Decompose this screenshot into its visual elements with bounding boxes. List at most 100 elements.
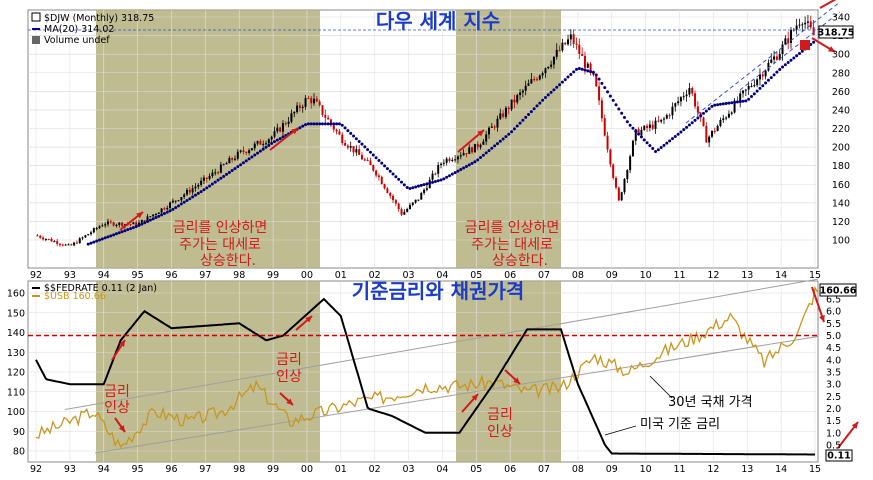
ma-dot <box>761 84 765 88</box>
candle-body <box>324 114 327 118</box>
ma-dot <box>713 103 717 107</box>
candle-body <box>281 123 284 132</box>
candle-body <box>392 195 395 201</box>
x-tick-label: 00 <box>301 270 313 281</box>
candle-body <box>408 204 411 209</box>
candle-body <box>262 143 265 145</box>
y-left-tick-label: 150 <box>7 308 25 319</box>
x-tick-label: 09 <box>606 464 618 475</box>
y-left-tick-label: 120 <box>7 368 25 379</box>
ma-dot <box>419 183 423 187</box>
arrow-upper-3-head <box>477 130 484 137</box>
ma-dot <box>749 95 753 99</box>
candle-body <box>598 86 601 101</box>
candle-body <box>600 100 603 119</box>
ma-dot <box>185 198 189 202</box>
ma-dot <box>278 137 282 141</box>
ma-dot <box>272 140 276 144</box>
upper-last-value: 318.75 <box>818 25 854 39</box>
candle-body <box>231 158 234 160</box>
ma-dot <box>766 78 770 82</box>
ma-dot <box>473 160 477 164</box>
ma-dot <box>614 103 618 107</box>
candle-body <box>248 150 251 153</box>
ma-dot <box>368 150 372 154</box>
ma-dot <box>179 202 183 206</box>
ma-dot <box>690 121 694 125</box>
candle-body <box>623 179 626 193</box>
ma-dot <box>357 139 361 143</box>
x-tick-label: 97 <box>199 270 211 281</box>
candle-body <box>403 211 406 215</box>
ma-dot <box>510 130 514 134</box>
candle-body <box>567 39 570 45</box>
candle-body <box>459 155 462 157</box>
candle-body <box>504 107 507 117</box>
x-tick-label: 15 <box>809 464 821 475</box>
candle-body <box>535 79 538 81</box>
ma-dot <box>600 81 604 85</box>
ma-dot <box>422 183 426 187</box>
ma-dot <box>682 128 686 132</box>
ma-dot <box>425 182 429 186</box>
candle-body <box>589 63 592 72</box>
ma-dot <box>558 83 562 87</box>
candle-body <box>81 237 84 239</box>
candle-body <box>290 113 293 122</box>
ma-dot <box>586 69 590 73</box>
x-tick-label: 99 <box>267 464 279 475</box>
rate-hike-1-line-1: 금리 <box>104 384 130 400</box>
ma-dot <box>267 143 271 147</box>
y-right-tick-label: 6.5 <box>826 295 841 306</box>
candle-body <box>784 38 787 45</box>
candle-body <box>366 159 369 161</box>
candle-body <box>344 143 347 146</box>
candle-body <box>530 79 533 84</box>
ma-dot <box>555 85 559 89</box>
legend-volume-swatch <box>32 36 40 44</box>
ma-dot <box>196 191 200 195</box>
ma-dot <box>168 209 172 213</box>
arrow-usb-top-head <box>819 315 825 322</box>
candle-body <box>716 125 719 132</box>
shaded-period-2-lower <box>456 281 561 462</box>
ma-dot <box>676 132 680 136</box>
x-tick-label: 95 <box>132 270 144 281</box>
candle-body <box>434 173 437 175</box>
ma-dot <box>538 101 542 105</box>
ma-dot <box>464 164 468 168</box>
candle-body <box>279 127 282 132</box>
candle-body <box>202 177 205 181</box>
candle-body <box>270 136 273 140</box>
ma-dot <box>648 144 652 148</box>
ma-dot <box>577 66 581 70</box>
candle-body <box>620 192 623 201</box>
ma-dot <box>106 235 110 239</box>
candle-body <box>186 189 189 195</box>
candle-body <box>490 126 493 128</box>
candle-body <box>744 89 747 91</box>
candle-body <box>228 158 231 164</box>
candle-body <box>781 44 784 54</box>
y-tick-label: 120 <box>832 217 850 228</box>
ma-dot <box>95 239 99 243</box>
ma-dot <box>738 100 742 104</box>
ma-dot <box>752 92 756 96</box>
ma-dot <box>778 67 782 71</box>
candle-body <box>521 90 524 93</box>
x-tick-label: 11 <box>673 464 685 475</box>
ma-dot <box>809 43 813 47</box>
candle-body <box>92 228 95 233</box>
candle-body <box>157 212 160 214</box>
candle-body <box>806 21 809 23</box>
ma-dot <box>642 138 646 142</box>
y-left-tick-label: 80 <box>13 447 25 458</box>
candle-body <box>67 244 70 246</box>
y-tick-label: 280 <box>832 68 850 79</box>
candle-body <box>547 66 550 69</box>
ma-dot <box>566 75 570 79</box>
candle-body <box>318 101 321 106</box>
candle-body <box>431 173 434 180</box>
ma-dot <box>340 123 344 127</box>
candle-body <box>95 228 98 230</box>
